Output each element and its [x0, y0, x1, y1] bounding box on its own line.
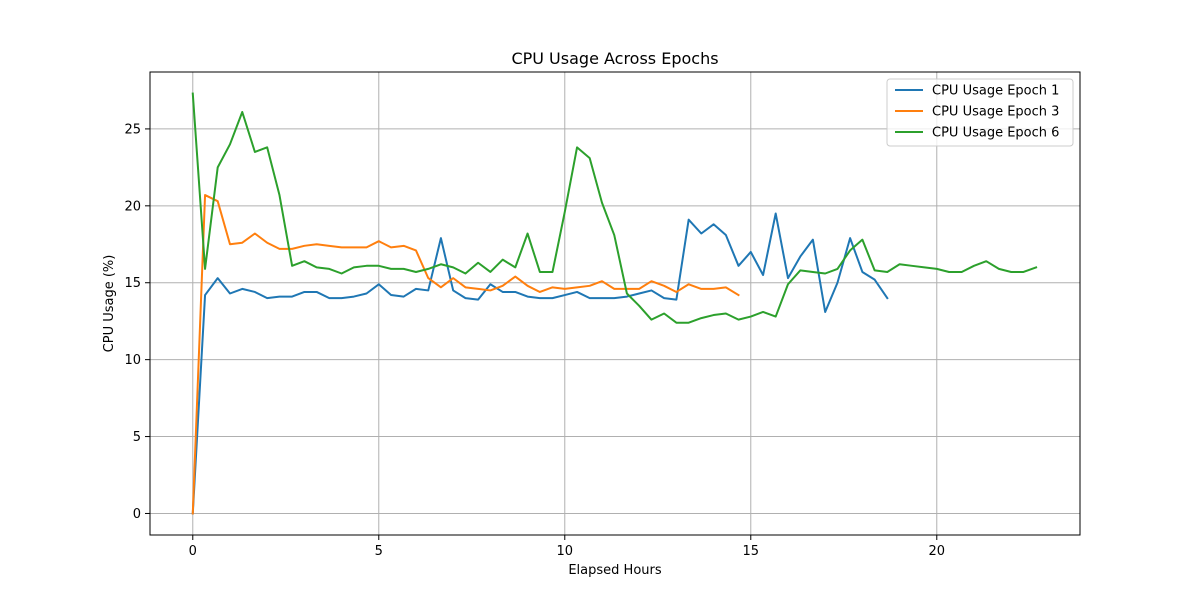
legend-label: CPU Usage Epoch 6 [932, 126, 1059, 141]
y-tick-label: 15 [124, 276, 141, 291]
x-tick-label: 10 [557, 544, 574, 559]
legend-box [886, 78, 1074, 147]
x-tick-label: 20 [929, 544, 946, 559]
series-line-epoch-2 [191, 194, 740, 515]
axis-ticks: 0 5 10 15 20 0 5 10 15 20 25 [124, 122, 945, 559]
series-lines [191, 92, 1038, 515]
y-tick-label: 0 [133, 507, 141, 522]
legend-label: CPU Usage Epoch 3 [932, 105, 1059, 120]
chart-title: CPU Usage Across Epochs [511, 49, 718, 68]
x-tick-label: 5 [375, 544, 383, 559]
series-line-epoch-1 [191, 212, 889, 515]
x-tick-label: 0 [189, 544, 197, 559]
plot-frame [149, 71, 1081, 536]
legend-label: CPU Usage Epoch 1 [932, 84, 1059, 99]
series-line-epoch-3 [191, 92, 1038, 324]
y-tick-label: 10 [124, 353, 141, 368]
y-tick-label: 20 [124, 199, 141, 214]
y-axis-title: CPU Usage (%) [102, 255, 117, 353]
legend: CPU Usage Epoch 1 CPU Usage Epoch 3 CPU Us… [886, 78, 1074, 147]
y-tick-label: 25 [124, 122, 141, 137]
x-tick-label: 15 [743, 544, 760, 559]
x-axis-title: Elapsed Hours [568, 563, 662, 578]
grid [150, 72, 1080, 535]
y-tick-label: 5 [133, 430, 141, 445]
